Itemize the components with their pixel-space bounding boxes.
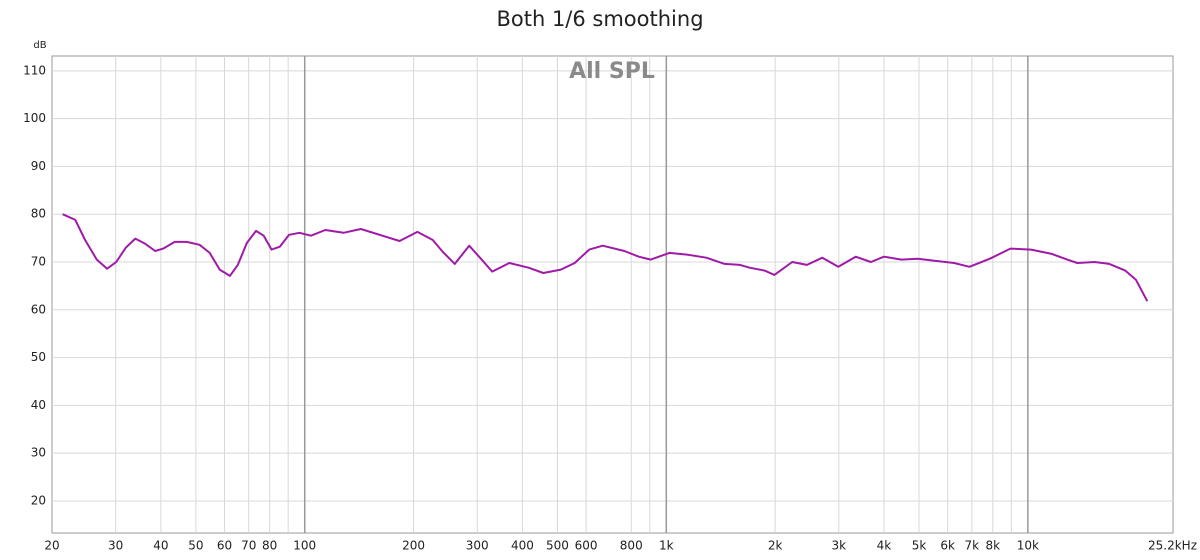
line-series	[62, 213, 1149, 302]
x-tick-label: 6k	[940, 539, 955, 553]
x-tick-label: 30	[108, 539, 123, 553]
x-tick-label: 80	[262, 539, 277, 553]
y-tick-label: 90	[31, 159, 46, 173]
y-tick-label: 50	[31, 350, 46, 364]
x-tick-label: 60	[217, 539, 232, 553]
chart-title: Both 1/6 smoothing	[496, 7, 703, 31]
x-tick-label: 3k	[832, 539, 847, 553]
x-tick-label: 100	[293, 539, 316, 553]
x-tick-label: 200	[402, 539, 425, 553]
y-tick-label: 20	[31, 493, 46, 507]
x-tick-label: 2k	[768, 539, 783, 553]
y-tick-label: 40	[31, 398, 46, 412]
x-tick-label: 300	[466, 539, 489, 553]
x-tick-label: 20	[44, 539, 59, 553]
y-tick-label: 110	[23, 63, 46, 77]
x-tick-label: 40	[153, 539, 168, 553]
x-tick-label: 25.2kHz	[1148, 539, 1197, 553]
annotation: All SPL	[569, 59, 655, 84]
y-tick-label: 80	[31, 207, 46, 221]
x-tick-label: 800	[620, 539, 643, 553]
x-tick-label: 8k	[986, 539, 1001, 553]
x-tick-label: 500	[546, 539, 569, 553]
x-tick-label: 70	[241, 539, 256, 553]
y-tick-label: 60	[31, 302, 46, 316]
y-tick-label: 70	[31, 254, 46, 268]
x-tick-label: 600	[575, 539, 598, 553]
x-tick-label: 1k	[659, 539, 674, 553]
y-axis-label: dB	[33, 40, 46, 51]
x-tick-label: 10k	[1017, 539, 1039, 553]
x-tick-label: 4k	[877, 539, 892, 553]
y-tick-label: 100	[23, 111, 46, 125]
x-tick-label: 400	[511, 539, 534, 553]
plot-area	[51, 55, 1174, 534]
x-tick-label: 7k	[965, 539, 980, 553]
y-tick-label: 30	[31, 446, 46, 460]
x-tick-label: 5k	[912, 539, 927, 553]
x-tick-label: 50	[188, 539, 203, 553]
